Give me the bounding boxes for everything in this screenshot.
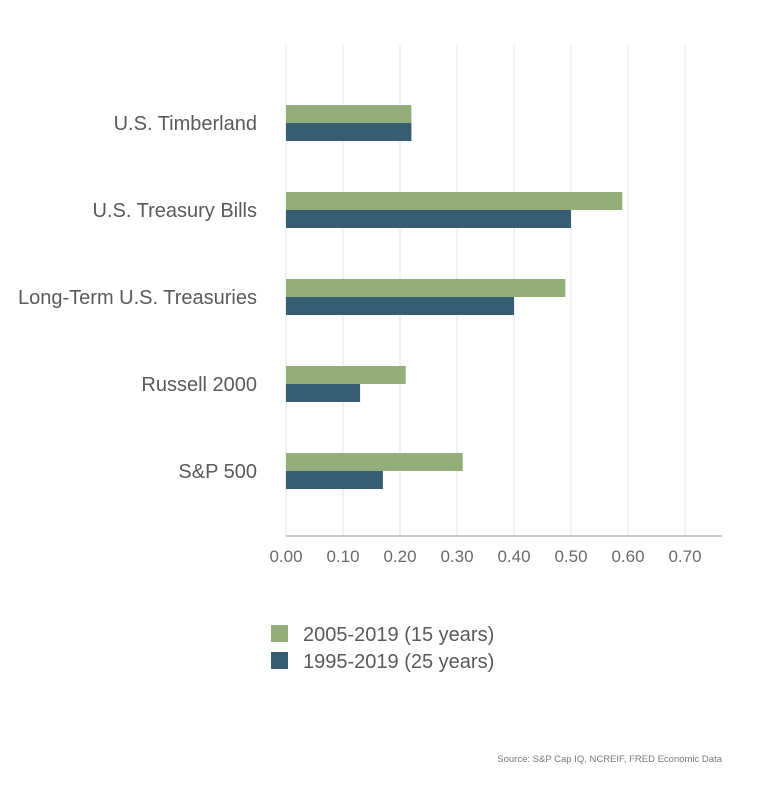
x-tick-label: 0.00 (269, 547, 302, 566)
x-tick-label: 0.50 (554, 547, 587, 566)
legend: 2005-2019 (15 years) 1995-2019 (25 years) (271, 624, 494, 673)
category-label: U.S. Treasury Bills (93, 200, 257, 222)
bar-series-0-3 (286, 366, 406, 384)
bar-series-0-0 (286, 105, 412, 123)
bar-series-0-4 (286, 453, 463, 471)
category-label: U.S. Timberland (114, 113, 257, 135)
x-tick-labels: 0.00 0.10 0.20 0.30 0.40 0.50 0.60 0.70 (269, 547, 701, 566)
x-tick-label: 0.60 (611, 547, 644, 566)
legend-swatch-1 (271, 652, 288, 669)
source-note: Source: S&P Cap IQ, NCREIF, FRED Economi… (497, 754, 722, 765)
x-tick-label: 0.30 (440, 547, 473, 566)
category-labels: U.S. Timberland U.S. Treasury Bills Long-T… (18, 113, 257, 483)
bar-series-0-2 (286, 279, 566, 297)
x-tick-label: 0.70 (668, 547, 701, 566)
bars (286, 105, 623, 489)
category-label: Long-Term U.S. Treasuries (18, 287, 257, 309)
bar-series-1-1 (286, 210, 571, 228)
bar-series-1-2 (286, 297, 514, 315)
x-tick-label: 0.40 (497, 547, 530, 566)
bar-series-1-4 (286, 471, 383, 489)
legend-swatch-0 (271, 625, 288, 642)
bar-series-1-0 (286, 123, 412, 141)
x-tick-label: 0.10 (326, 547, 359, 566)
category-label: S&P 500 (178, 461, 257, 483)
bar-series-1-3 (286, 384, 361, 402)
category-label: Russell 2000 (141, 374, 257, 396)
legend-label-1: 1995-2019 (25 years) (303, 651, 494, 673)
x-tick-label: 0.20 (383, 547, 416, 566)
bar-series-0-1 (286, 192, 623, 210)
legend-label-0: 2005-2019 (15 years) (303, 624, 494, 646)
